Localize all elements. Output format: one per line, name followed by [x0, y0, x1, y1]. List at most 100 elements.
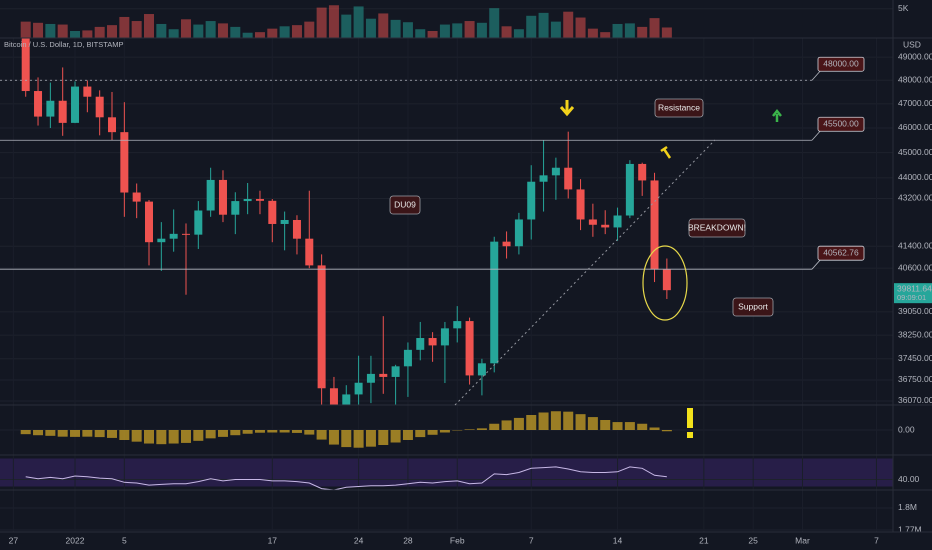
- bar: [217, 23, 228, 38]
- bar: [20, 430, 31, 435]
- bar: [439, 430, 450, 433]
- bar: [328, 430, 339, 445]
- candle-body: [502, 241, 511, 247]
- bar: [193, 24, 204, 38]
- layers: 49000.00 48000.00 47000.00 46000.00 45000.00…: [0, 3, 932, 545]
- chart-title: Bitcoin / U.S. Dollar, 1D, BITSTAMP: [4, 40, 123, 49]
- candle-body: [539, 175, 548, 182]
- y-tick-label: 48000.00: [898, 74, 932, 84]
- x-tick-label: 24: [354, 535, 364, 545]
- bar: [107, 25, 118, 38]
- candle-body: [95, 96, 104, 118]
- bar: [550, 21, 561, 38]
- candle-body: [588, 219, 597, 225]
- bar: [624, 422, 635, 430]
- y-tick-label: 43200.00: [898, 193, 932, 203]
- candle-body: [83, 86, 92, 97]
- bar: [156, 430, 167, 445]
- y-tick-label: 38250.00: [898, 329, 932, 339]
- bar: [624, 23, 635, 38]
- candle-body: [329, 388, 338, 405]
- bar: [144, 14, 154, 38]
- bar: [57, 24, 68, 38]
- candle-body: [403, 349, 412, 367]
- bar: [612, 23, 623, 38]
- annotation-text: Support: [738, 301, 768, 311]
- candle-body: [218, 179, 227, 215]
- bar: [45, 430, 56, 436]
- bar: [538, 412, 549, 430]
- countdown: 09:09:01: [897, 293, 926, 302]
- bar: [464, 429, 475, 430]
- bar: [476, 428, 487, 430]
- highlight-circle: [642, 245, 688, 321]
- candle-body: [305, 238, 314, 266]
- bar: [661, 430, 672, 432]
- last-price-label: 39811.64: [897, 283, 932, 293]
- bar: [415, 29, 426, 38]
- y-tick-label: 36750.00: [898, 374, 932, 384]
- candle-body: [453, 321, 462, 329]
- bar: [390, 430, 401, 443]
- x-tick-label: 7: [874, 535, 879, 545]
- bar: [649, 427, 660, 430]
- candle-body: [34, 91, 43, 117]
- bar: [304, 21, 315, 38]
- candle-body: [132, 192, 141, 202]
- y-tick-label: 47000.00: [898, 98, 932, 108]
- arrow-up: [772, 108, 782, 122]
- bar: [365, 18, 376, 38]
- bar: [341, 14, 352, 38]
- bar: [230, 430, 241, 436]
- bar: [94, 26, 105, 38]
- candle-body: [428, 338, 437, 346]
- bar: [427, 30, 438, 38]
- annotation-text: Resistance: [658, 102, 700, 112]
- y-tick-label: 1.77M: [898, 524, 922, 534]
- bar: [575, 414, 586, 430]
- x-tick-label: 2022: [66, 535, 85, 545]
- bar: [600, 420, 611, 430]
- candle-body: [662, 269, 671, 291]
- bar: [637, 423, 648, 430]
- bar: [119, 430, 130, 440]
- bar: [612, 422, 623, 430]
- bar: [168, 29, 179, 38]
- rsi-band: [0, 458, 893, 487]
- candle-body: [243, 199, 252, 202]
- bar: [45, 23, 56, 38]
- y-tick-label: 5K: [898, 3, 909, 13]
- y-tick-label: 45000.00: [898, 147, 932, 157]
- candle-body: [206, 179, 215, 211]
- candle-body: [255, 199, 264, 201]
- y-tick-label: 46000.00: [898, 122, 932, 132]
- bar: [501, 26, 512, 38]
- bar: [82, 30, 93, 38]
- bar: [378, 13, 389, 38]
- bar: [57, 430, 68, 437]
- candle-body: [342, 394, 351, 405]
- x-tick-label: 27: [9, 535, 19, 545]
- candle-body: [292, 219, 301, 239]
- hammer-icon: [660, 145, 672, 159]
- bar: [587, 28, 598, 38]
- candle-body: [120, 132, 129, 193]
- bar: [464, 21, 475, 38]
- candle-body: [613, 215, 622, 228]
- bar: [33, 430, 44, 436]
- trendline: [454, 139, 716, 406]
- candle-body: [601, 224, 610, 228]
- exclamation: [687, 408, 693, 428]
- last-price-box: [894, 283, 932, 304]
- bar: [649, 18, 660, 38]
- bar: [637, 26, 648, 38]
- bar: [267, 430, 278, 433]
- y-tick-label: 36070.00: [898, 395, 932, 405]
- candle-body: [181, 233, 190, 235]
- bar: [328, 5, 339, 38]
- exclamation-dot: [687, 432, 693, 438]
- bar: [316, 430, 327, 440]
